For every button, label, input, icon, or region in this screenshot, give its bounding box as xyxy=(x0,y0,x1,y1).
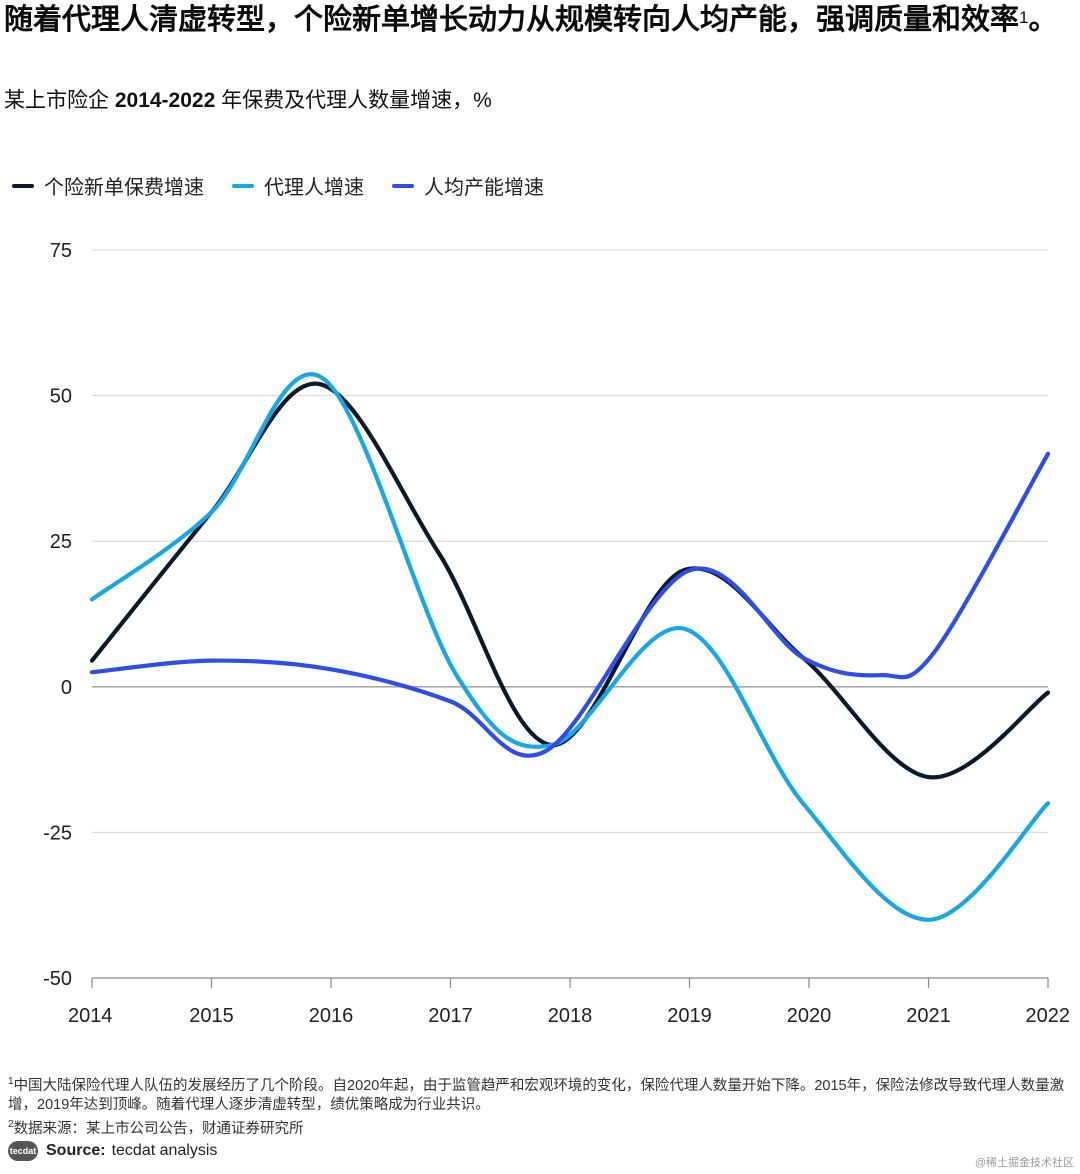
y-tick-label: 50 xyxy=(50,386,72,408)
line-chart: 75 50 25 0 -25 -50 2014 2015 2016 2017 2018 2019 202… xyxy=(43,240,1071,1027)
series-line-agent-growth xyxy=(89,372,1051,922)
chart-title-text: 随着代理人清虚转型，个险新单增长动力从规模转向人均产能，强调质量和效率 xyxy=(4,4,1020,36)
footnote-1-text: 中国大陆保险代理人队伍的发展经历了几个阶段。自2020年起，由于监管趋严和宏观环… xyxy=(8,1077,1065,1113)
legend-item-premium: 个险新单保费增速 xyxy=(12,171,204,200)
source-line: tecdat Source: tecdat analysis xyxy=(8,1141,217,1161)
x-tick-label: 2022 xyxy=(1026,1005,1071,1027)
footnotes: 1中国大陆保险代理人队伍的发展经历了几个阶段。自2020年起，由于监管趋严和宏观… xyxy=(8,1072,1074,1139)
y-tick-label: -25 xyxy=(43,822,72,844)
source-label: Source: xyxy=(46,1142,106,1159)
watermark: @稀土掘金技术社区 xyxy=(974,1157,1074,1169)
chart-legend: 个险新单保费增速 代理人增速 人均产能增速 xyxy=(12,171,572,200)
footnote-2-mark: 2 xyxy=(8,1118,14,1130)
x-tick-label: 2019 xyxy=(667,1005,712,1027)
x-tick-label: 2018 xyxy=(548,1005,593,1027)
x-tick-label: 2016 xyxy=(309,1005,354,1027)
x-tick-label: 2015 xyxy=(189,1005,234,1027)
footnote-2: 2数据来源：某上市公司公告，财通证券研究所 xyxy=(8,1115,1074,1139)
x-tick-label: 2014 xyxy=(68,1005,113,1027)
y-tick-label: -50 xyxy=(43,968,72,990)
x-tick-label: 2017 xyxy=(428,1005,473,1027)
chart-subtitle: 某上市险企 2014-2022 年保费及代理人数量增速，% xyxy=(4,84,492,114)
footnote-1-mark: 1 xyxy=(8,1076,14,1087)
footnote-1: 1中国大陆保险代理人队伍的发展经历了几个阶段。自2020年起，由于监管趋严和宏观… xyxy=(8,1072,1074,1115)
subtitle-suffix: 年保费及代理人数量增速，% xyxy=(221,89,492,112)
x-tick-label: 2021 xyxy=(906,1005,951,1027)
legend-label-agents: 代理人增速 xyxy=(264,177,364,199)
footnote-2-text: 数据来源：某上市公司公告，财通证券研究所 xyxy=(13,1120,304,1137)
tecdat-logo-icon: tecdat xyxy=(8,1141,38,1161)
title-footnote-mark: 1 xyxy=(1019,8,1029,27)
series-line-productivity-growth xyxy=(89,451,1051,758)
title-end: 。 xyxy=(1028,4,1058,36)
legend-label-productivity: 人均产能增速 xyxy=(424,177,544,199)
legend-swatch-productivity xyxy=(392,183,414,188)
x-tick-label: 2020 xyxy=(787,1005,832,1027)
legend-swatch-agents xyxy=(232,183,254,188)
legend-item-agents: 代理人增速 xyxy=(232,171,364,200)
series-line-premium-growth xyxy=(89,381,1051,780)
y-tick-label: 75 xyxy=(50,240,72,262)
y-tick-label: 25 xyxy=(50,531,72,553)
chart-title: 随着代理人清虚转型，个险新单增长动力从规模转向人均产能，强调质量和效率1。 xyxy=(4,4,1076,36)
legend-swatch-premium xyxy=(12,183,34,188)
source-text: tecdat analysis xyxy=(111,1142,218,1159)
subtitle-years: 2014-2022 xyxy=(114,89,216,112)
subtitle-prefix: 某上市险企 xyxy=(4,89,109,112)
legend-label-premium: 个险新单保费增速 xyxy=(44,177,204,199)
legend-item-productivity: 人均产能增速 xyxy=(392,171,544,200)
y-tick-label: 0 xyxy=(61,677,72,699)
